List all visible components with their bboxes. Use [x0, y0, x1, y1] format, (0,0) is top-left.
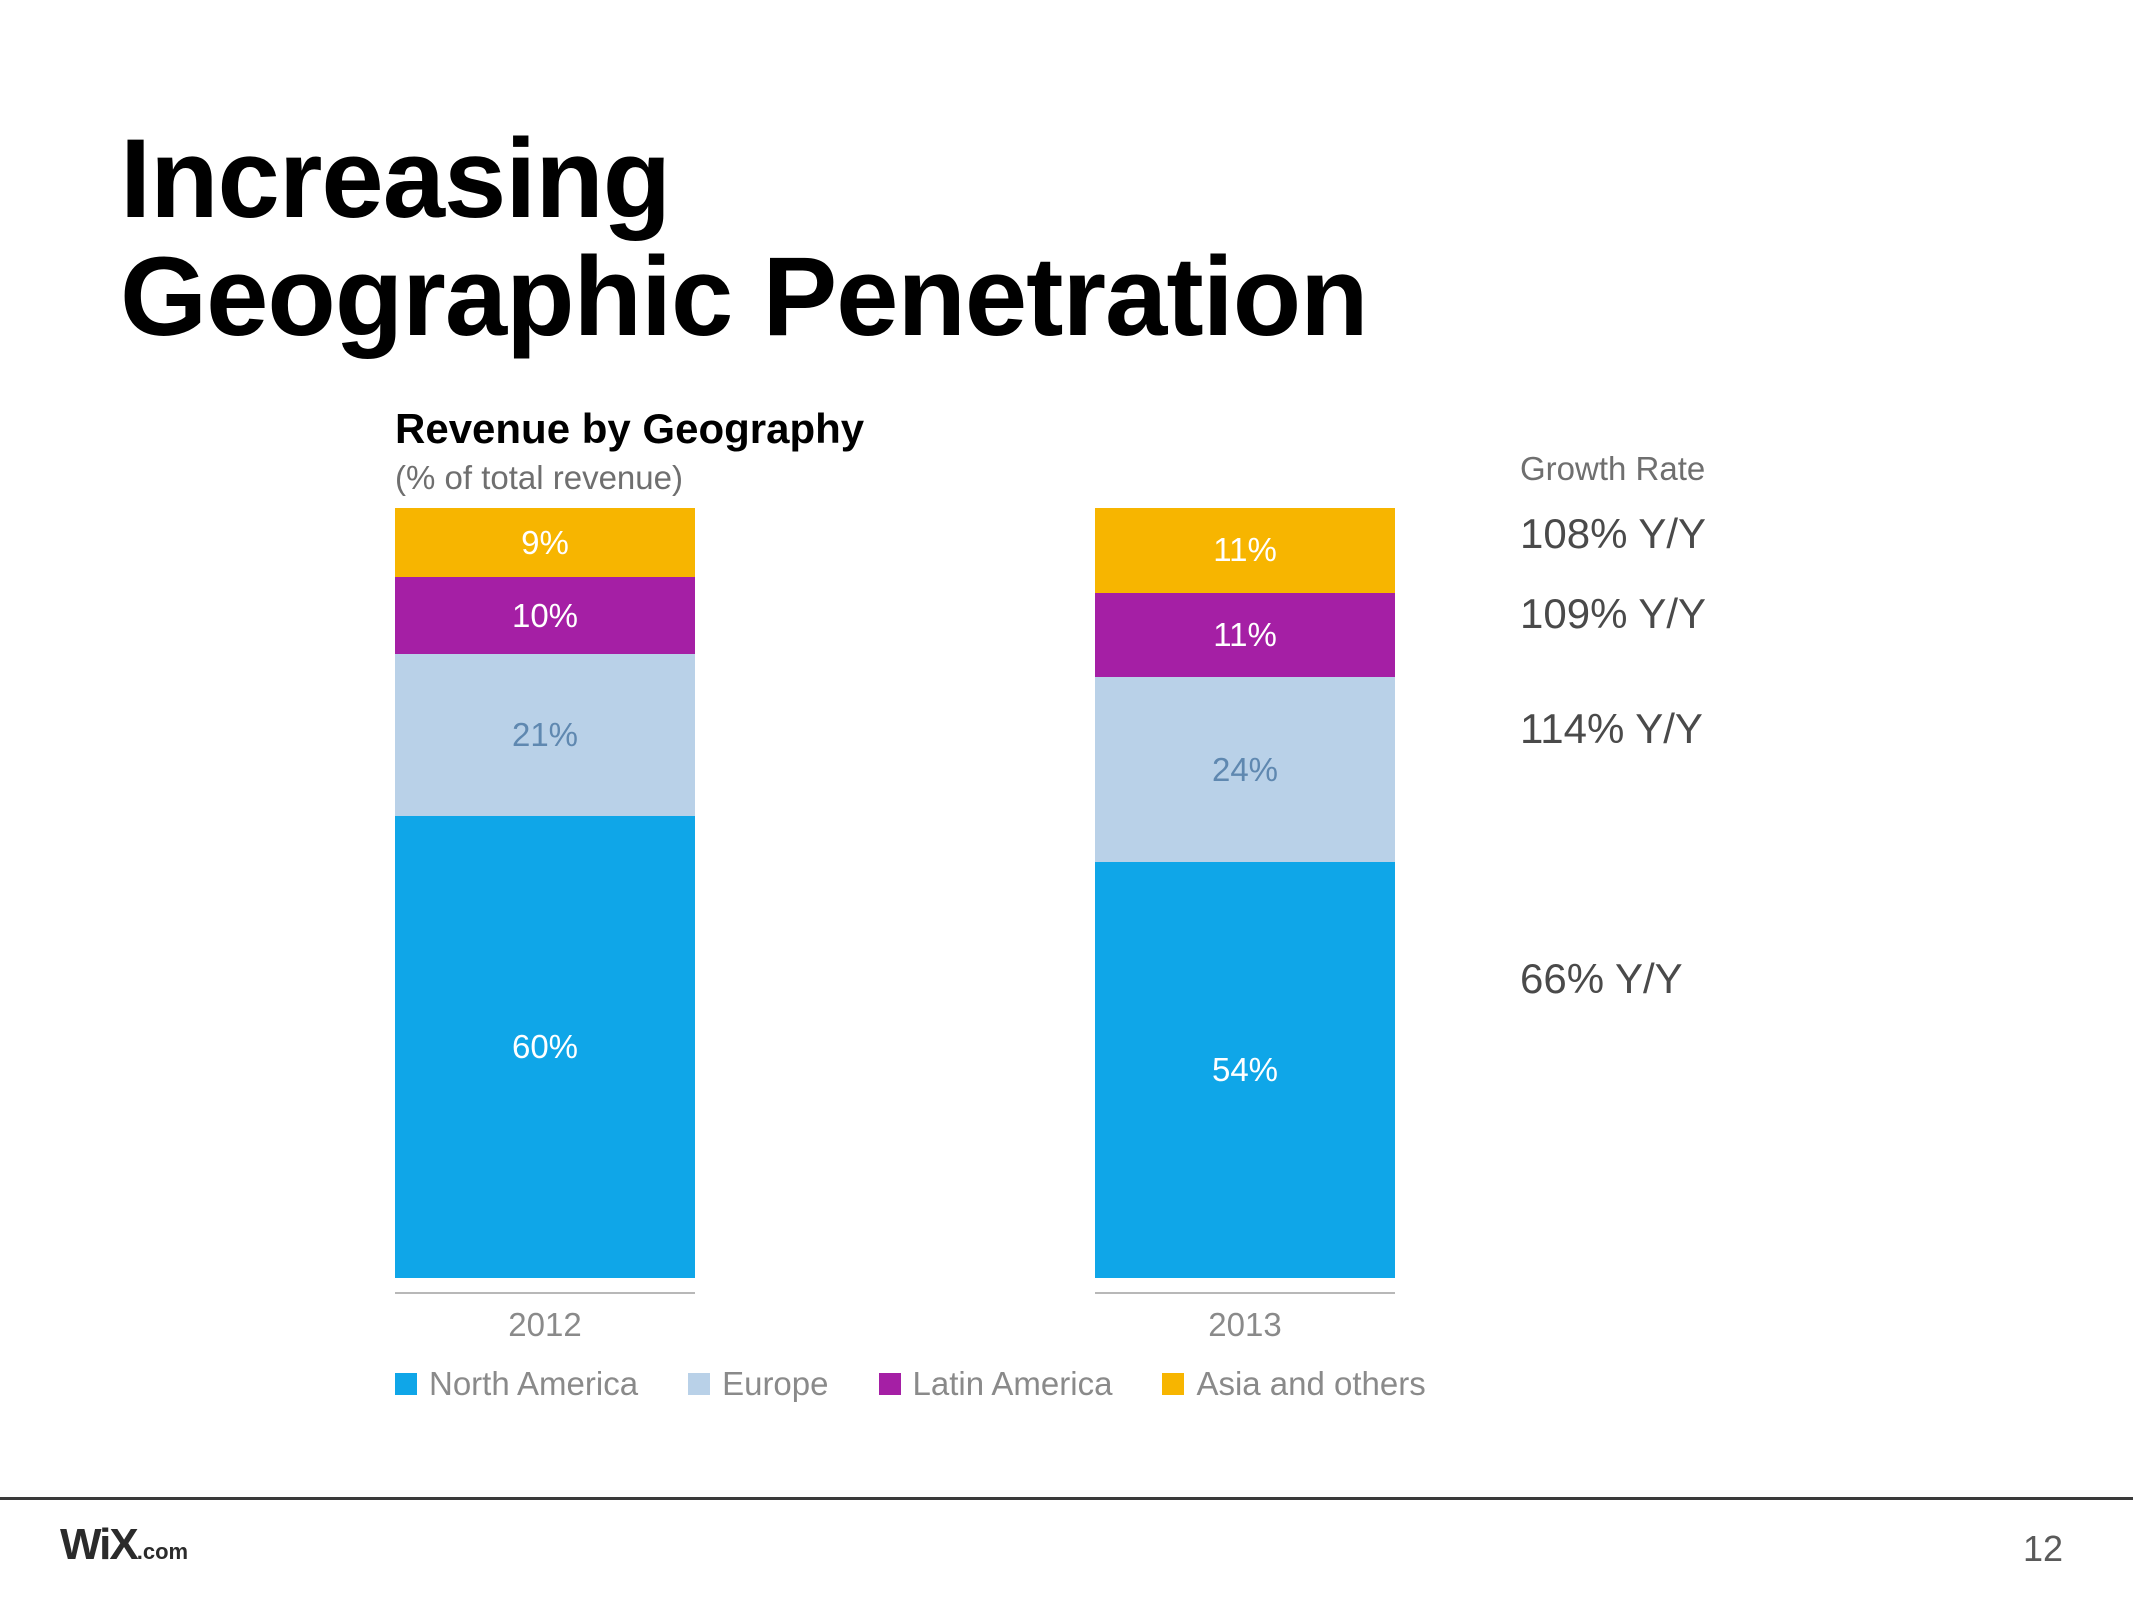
slide-title: Increasing Geographic Penetration [120, 120, 1368, 355]
legend-label: Europe [722, 1365, 828, 1403]
legend-item-north-america: North America [395, 1365, 638, 1403]
chart-legend: North America Europe Latin America Asia and… [395, 1365, 1426, 1403]
bar-segment-europe: 24% [1095, 677, 1395, 862]
logo-suffix: .com [137, 1539, 188, 1564]
bar-year-label: 2013 [1095, 1306, 1395, 1344]
title-line-2: Geographic Penetration [120, 238, 1368, 356]
stacked-bar-chart: 9%10%21%60%2012 11%11%24%54%2013 [395, 508, 1445, 1278]
growth-rate-north-america: 66% Y/Y [1520, 955, 1683, 1003]
growth-rate-asia-others: 108% Y/Y [1520, 510, 1706, 558]
bar-segment-latin-america: 10% [395, 577, 695, 654]
growth-rate-latin-america: 109% Y/Y [1520, 590, 1706, 638]
legend-item-latin-america: Latin America [879, 1365, 1113, 1403]
bar-underline [1095, 1292, 1395, 1294]
bar-segment-europe: 21% [395, 654, 695, 816]
growth-rate-header: Growth Rate [1520, 450, 1705, 488]
legend-label: Latin America [913, 1365, 1113, 1403]
bar-segment-north-america: 60% [395, 816, 695, 1278]
growth-rate-column: 108% Y/Y 109% Y/Y 114% Y/Y 66% Y/Y [1520, 500, 1820, 1270]
bar-segment-asia-others: 11% [1095, 508, 1395, 593]
bar-column: 9%10%21%60%2012 [395, 508, 695, 1278]
growth-rate-europe: 114% Y/Y [1520, 705, 1703, 753]
page-number: 12 [2023, 1528, 2063, 1570]
legend-swatch [879, 1373, 901, 1395]
bar-segment-latin-america: 11% [1095, 593, 1395, 678]
title-line-1: Increasing [120, 120, 1368, 238]
legend-swatch [1162, 1373, 1184, 1395]
bar-segment-north-america: 54% [1095, 862, 1395, 1278]
wix-logo: WiX.com [60, 1520, 188, 1570]
legend-swatch [395, 1373, 417, 1395]
stacked-bar: 9%10%21%60% [395, 508, 695, 1278]
chart-subtitle: (% of total revenue) [395, 459, 864, 497]
legend-swatch [688, 1373, 710, 1395]
bar-column: 11%11%24%54%2013 [1095, 508, 1395, 1278]
bar-segment-asia-others: 9% [395, 508, 695, 577]
stacked-bar: 11%11%24%54% [1095, 508, 1395, 1278]
footer-divider [0, 1497, 2133, 1500]
legend-label: Asia and others [1196, 1365, 1425, 1403]
slide: Increasing Geographic Penetration Revenu… [0, 0, 2133, 1600]
chart-title: Revenue by Geography [395, 405, 864, 453]
logo-text: WiX [60, 1520, 137, 1569]
chart-title-block: Revenue by Geography (% of total revenue… [395, 405, 864, 497]
bar-underline [395, 1292, 695, 1294]
legend-label: North America [429, 1365, 638, 1403]
legend-item-europe: Europe [688, 1365, 828, 1403]
legend-item-asia-others: Asia and others [1162, 1365, 1425, 1403]
bar-year-label: 2012 [395, 1306, 695, 1344]
